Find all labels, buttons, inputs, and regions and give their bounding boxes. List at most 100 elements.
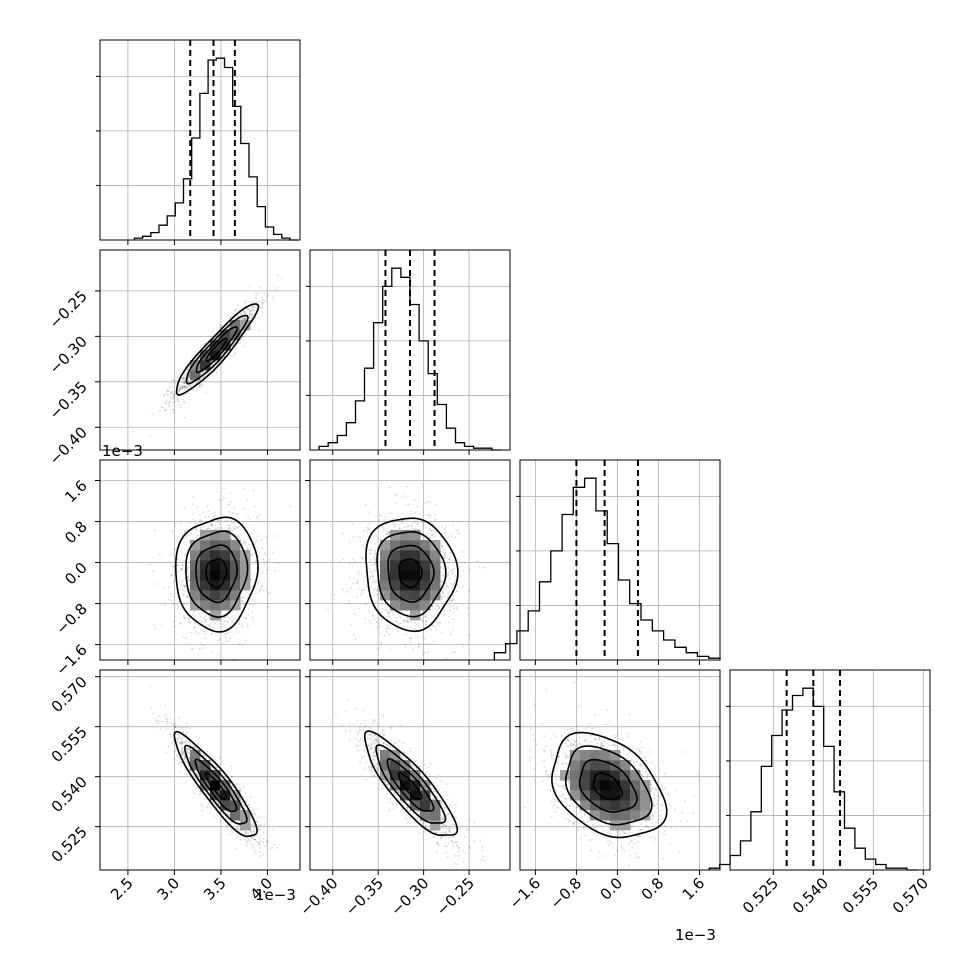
scatter-point <box>178 387 181 390</box>
scatter-point <box>374 581 377 584</box>
scatter-point <box>187 380 190 383</box>
scatter-point <box>174 616 177 618</box>
scatter-point <box>251 305 254 308</box>
scatter-point <box>183 617 186 619</box>
density-cell <box>230 330 241 341</box>
scatter-point <box>426 514 429 517</box>
scatter-point <box>395 502 397 505</box>
scatter-point <box>425 664 427 666</box>
scatter-point <box>406 620 409 622</box>
scatter-point <box>248 838 250 841</box>
scatter-point <box>241 625 243 628</box>
density-cell <box>200 550 211 561</box>
panel-frame <box>99 249 301 451</box>
scatter-point <box>250 810 253 813</box>
scatter-point <box>250 532 253 535</box>
scatter-point <box>241 601 243 604</box>
scatter-point <box>188 579 191 582</box>
density-cell <box>390 570 401 581</box>
scatter-point <box>218 637 221 640</box>
scatter-point <box>457 532 460 535</box>
density-cell <box>200 360 211 371</box>
scatter-point <box>185 760 187 763</box>
scatter-point <box>483 566 486 569</box>
scatter-point <box>176 564 179 567</box>
scatter-point <box>394 523 397 525</box>
scatter-point <box>186 596 189 598</box>
scatter-point <box>208 515 210 518</box>
scatter-point <box>364 503 367 506</box>
scatter-point <box>181 563 184 566</box>
scatter-point <box>241 523 244 525</box>
scatter-point <box>203 343 206 346</box>
scatter-point <box>408 503 410 506</box>
scatter-point <box>184 531 187 534</box>
scatter-point <box>404 643 407 646</box>
scatter-point <box>228 510 230 513</box>
density-cell <box>380 550 391 561</box>
scatter-point <box>172 595 175 598</box>
scatter-point <box>178 390 181 392</box>
scatter-point <box>247 307 250 310</box>
scatter-point <box>183 586 186 589</box>
scatter-point <box>444 555 447 557</box>
scatter-point <box>177 399 179 402</box>
scatter-point <box>449 582 452 585</box>
scatter-point <box>208 624 210 626</box>
scatter-point <box>221 626 224 629</box>
scatter-point <box>440 596 443 598</box>
scatter-point <box>230 765 232 767</box>
scatter-point <box>255 567 258 570</box>
density-cell <box>410 600 421 611</box>
scatter-point <box>367 511 370 513</box>
scatter-point <box>233 310 236 312</box>
scatter-point <box>181 747 184 750</box>
scatter-point <box>454 651 457 653</box>
scatter-point <box>407 620 409 623</box>
scatter-point <box>353 633 355 636</box>
scatter-point <box>399 616 402 618</box>
scatter-point <box>373 569 375 572</box>
scatter-point <box>441 554 444 556</box>
scatter-point <box>236 526 239 529</box>
scatter-point <box>173 393 176 396</box>
scatter-point <box>406 525 408 528</box>
scatter-point <box>255 516 258 519</box>
scatter-point <box>227 314 230 316</box>
scatter-point <box>173 396 176 399</box>
scatter-point <box>251 306 253 309</box>
scatter-point <box>377 593 379 596</box>
scatter-point <box>178 389 181 392</box>
density-cell <box>240 570 251 581</box>
scatter-point <box>425 620 428 622</box>
scatter-point <box>397 624 400 627</box>
scatter-point <box>243 310 246 313</box>
scatter-point <box>247 547 250 549</box>
panel-frame <box>309 459 511 661</box>
scatter-point <box>241 331 243 333</box>
scatter-point <box>188 617 191 620</box>
scatter-point <box>231 776 233 778</box>
density-cell <box>420 550 431 561</box>
scatter-point <box>355 580 358 583</box>
scatter-point <box>192 383 195 385</box>
scatter-point <box>362 579 365 582</box>
scatter-point <box>391 522 394 524</box>
scatter-point <box>260 586 263 588</box>
density-cell <box>210 590 221 601</box>
scatter-point <box>405 495 408 498</box>
scatter-point <box>188 580 191 582</box>
scatter-point <box>429 501 432 504</box>
scatter-point <box>258 843 261 846</box>
scatter-point <box>272 551 274 554</box>
scatter-point <box>348 576 351 579</box>
scatter-point <box>247 593 250 596</box>
scatter-point <box>254 541 257 544</box>
scatter-point <box>205 619 208 621</box>
scatter-point <box>182 382 185 385</box>
scatter-point <box>169 554 171 556</box>
scatter-point <box>259 588 261 591</box>
scatter-point <box>184 584 187 587</box>
scatter-point <box>254 505 257 508</box>
scatter-point <box>198 613 201 615</box>
